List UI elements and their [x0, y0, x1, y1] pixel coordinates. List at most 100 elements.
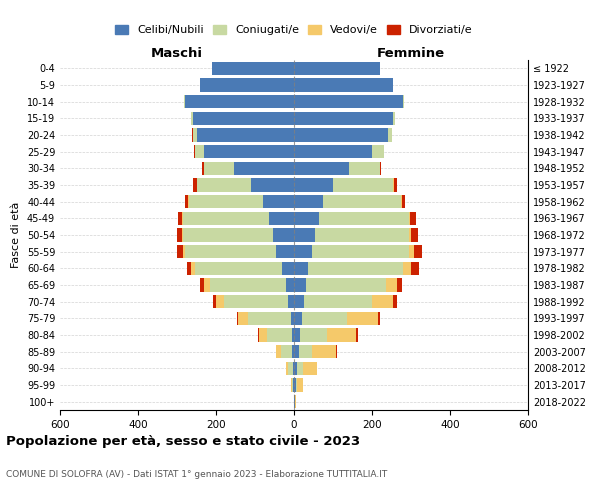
Bar [294, 62, 380, 75]
Bar [380, 162, 381, 175]
Bar [286, 278, 294, 291]
Bar [293, 378, 294, 392]
Bar [200, 78, 294, 92]
Bar [185, 245, 277, 258]
Bar [191, 112, 193, 125]
Bar [291, 378, 292, 392]
Bar [327, 328, 356, 342]
Bar [258, 328, 259, 342]
Bar [183, 245, 185, 258]
Bar [336, 345, 337, 358]
Bar [294, 295, 304, 308]
Bar [266, 328, 292, 342]
Bar [178, 212, 182, 225]
Bar [323, 195, 401, 208]
Bar [191, 262, 194, 275]
Bar [204, 162, 233, 175]
Bar [297, 362, 303, 375]
Bar [224, 295, 288, 308]
Bar [302, 312, 347, 325]
Bar [388, 128, 392, 141]
Bar [294, 378, 296, 392]
Bar [188, 195, 263, 208]
Bar [347, 312, 378, 325]
Bar [294, 195, 323, 208]
Bar [294, 262, 308, 275]
Bar [272, 228, 294, 241]
Bar [402, 195, 405, 208]
Bar [251, 178, 294, 192]
Bar [308, 262, 403, 275]
Bar [294, 278, 306, 291]
Bar [197, 128, 294, 141]
Bar [194, 145, 204, 158]
Bar [394, 295, 397, 308]
Bar [403, 262, 411, 275]
Bar [216, 295, 224, 308]
Bar [313, 345, 336, 358]
Bar [294, 395, 295, 408]
Bar [213, 295, 216, 308]
Bar [197, 178, 251, 192]
Bar [288, 362, 293, 375]
Bar [292, 345, 294, 358]
Bar [297, 378, 303, 392]
Bar [397, 278, 402, 291]
Bar [238, 312, 248, 325]
Bar [185, 195, 188, 208]
Y-axis label: Fasce di età: Fasce di età [11, 202, 21, 268]
Bar [306, 278, 386, 291]
Bar [294, 228, 316, 241]
Bar [409, 228, 412, 241]
Bar [319, 212, 409, 225]
Text: Popolazione per età, sesso e stato civile - 2023: Popolazione per età, sesso e stato civil… [6, 435, 360, 448]
Bar [372, 295, 394, 308]
Bar [294, 345, 299, 358]
Bar [410, 212, 416, 225]
Bar [294, 312, 302, 325]
Bar [182, 212, 183, 225]
Bar [401, 195, 402, 208]
Bar [394, 178, 397, 192]
Bar [294, 162, 349, 175]
Bar [349, 162, 380, 175]
Bar [294, 178, 333, 192]
Bar [293, 362, 294, 375]
Bar [183, 228, 272, 241]
Bar [193, 128, 197, 141]
Bar [411, 262, 419, 275]
Bar [372, 145, 384, 158]
Bar [300, 328, 327, 342]
Bar [200, 278, 204, 291]
Bar [212, 62, 294, 75]
Bar [333, 178, 394, 192]
Bar [259, 328, 266, 342]
Bar [204, 278, 210, 291]
Bar [394, 112, 395, 125]
Bar [177, 228, 182, 241]
Bar [304, 295, 372, 308]
Bar [311, 245, 409, 258]
Bar [409, 245, 414, 258]
Bar [414, 245, 422, 258]
Bar [409, 212, 410, 225]
Bar [292, 378, 293, 392]
Bar [193, 112, 294, 125]
Bar [194, 262, 283, 275]
Bar [386, 278, 397, 291]
Bar [286, 362, 288, 375]
Bar [210, 278, 286, 291]
Bar [281, 345, 292, 358]
Bar [378, 312, 380, 325]
Bar [237, 312, 238, 325]
Bar [283, 262, 294, 275]
Bar [276, 345, 281, 358]
Bar [303, 362, 317, 375]
Bar [263, 195, 294, 208]
Bar [294, 95, 403, 108]
Bar [294, 362, 297, 375]
Bar [248, 312, 291, 325]
Bar [356, 328, 358, 342]
Bar [294, 112, 394, 125]
Text: Femmine: Femmine [377, 47, 445, 60]
